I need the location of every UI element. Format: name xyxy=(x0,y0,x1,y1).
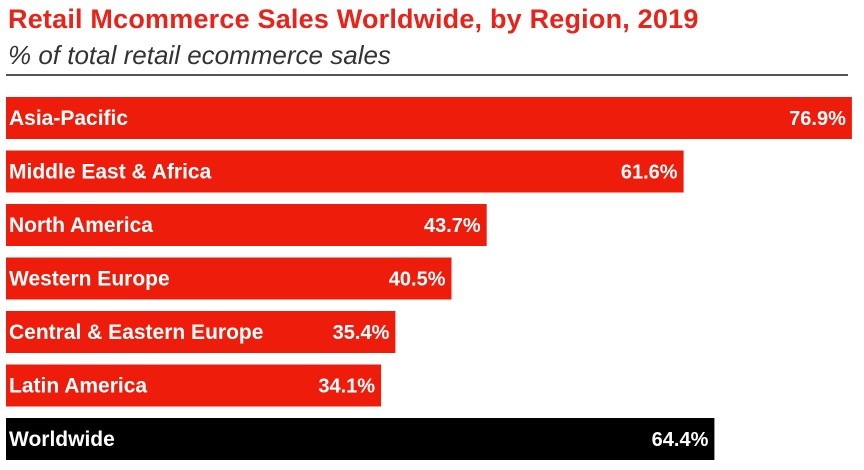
category-label-central-and-eastern-europe: Central & Eastern Europe xyxy=(9,321,263,344)
bar-latin-america xyxy=(6,364,382,407)
value-label-asia-pacific: 76.9% xyxy=(789,108,846,130)
category-label-worldwide: Worldwide xyxy=(9,428,115,451)
value-label-latin-america: 34.1% xyxy=(318,376,375,398)
category-label-western-europe: Western Europe xyxy=(9,268,170,291)
value-label-middle-east-and-africa: 61.6% xyxy=(621,162,678,184)
title-divider xyxy=(6,74,848,76)
bar-western-europe xyxy=(6,257,452,300)
bar-middle-east-and-africa xyxy=(6,150,684,193)
chart-subtitle: % of total retail ecommerce sales xyxy=(8,40,391,70)
category-label-middle-east-and-africa: Middle East & Africa xyxy=(9,161,212,184)
chart-title: Retail Mcommerce Sales Worldwide, by Reg… xyxy=(8,4,699,34)
category-label-latin-america: Latin America xyxy=(9,375,147,398)
bar-worldwide xyxy=(6,418,715,460)
value-label-western-europe: 40.5% xyxy=(389,269,446,291)
category-label-asia-pacific: Asia-Pacific xyxy=(9,107,128,130)
value-label-worldwide: 64.4% xyxy=(652,429,709,451)
value-label-central-and-eastern-europe: 35.4% xyxy=(333,322,390,344)
bar-north-america xyxy=(6,204,487,246)
bar-central-and-eastern-europe xyxy=(6,311,396,353)
bar-asia-pacific xyxy=(6,97,852,139)
value-label-north-america: 43.7% xyxy=(424,215,481,237)
category-label-north-america: North America xyxy=(9,214,153,237)
